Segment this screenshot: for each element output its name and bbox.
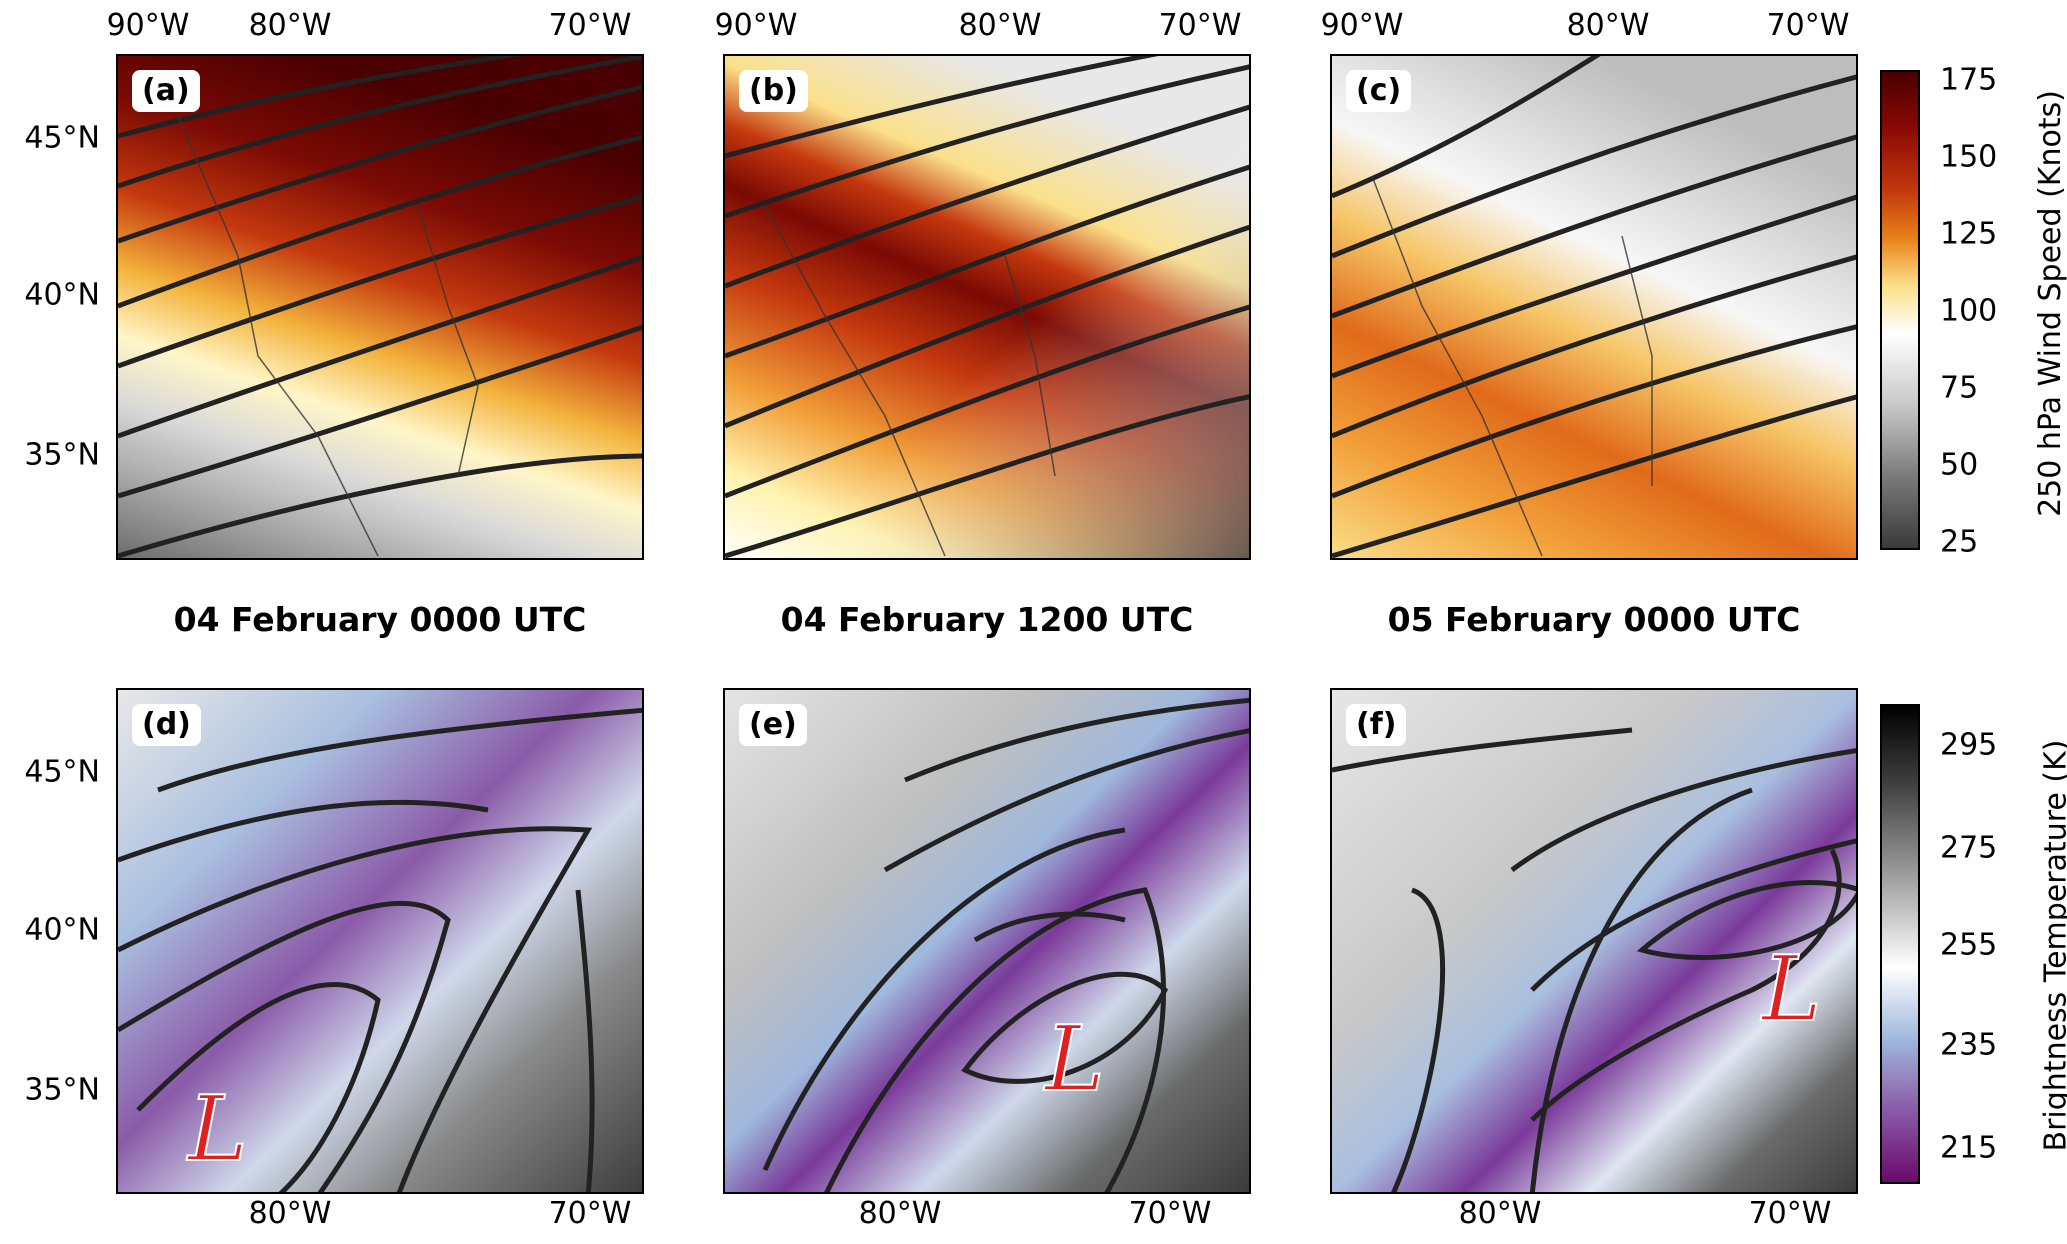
panel-label: (c) [1346,70,1412,112]
panel-c: (c) [1330,54,1858,560]
panel-label: (f) [1346,704,1407,746]
lat-tick: 35°N [24,1072,100,1108]
lat-tick: 45°N [24,120,100,156]
lon-tick: 90°W [714,8,798,43]
lon-tick: 70°W [548,8,632,43]
date-title: 04 February 0000 UTC [173,600,587,639]
bt-map-f: L [1332,690,1856,1192]
bt-colorbar-tick: 255 [1940,927,1998,963]
lon-tick: 70°W [1158,8,1242,43]
low-pressure-symbol: L [1760,937,1822,1042]
lon-tick: 90°W [1320,8,1404,43]
lon-tick: 70°W [1748,1196,1832,1231]
bt-colorbar-tick: 295 [1940,727,1998,763]
lon-tick: 80°W [858,1196,942,1231]
panel-b: (b) [723,54,1251,560]
lat-tick: 45°N [24,754,100,790]
lon-tick: 80°W [248,1196,332,1231]
lon-tick: 70°W [548,1196,632,1231]
panel-label: (d) [132,704,201,746]
wind-colorbar-tick: 175 [1940,62,1998,98]
bt-colorbar-label: Brightness Temperature (K) [2038,739,2067,1152]
lat-tick: 40°N [24,912,100,948]
lon-tick: 80°W [1566,8,1650,43]
date-title: 04 February 1200 UTC [780,600,1194,639]
lon-tick: 80°W [1458,1196,1542,1231]
bt-colorbar-tick: 275 [1940,830,1998,866]
lon-tick: 80°W [248,8,332,43]
panel-label: (b) [739,70,808,112]
panel-a: (a) [116,54,644,560]
panel-f: L (f) [1330,688,1858,1194]
lon-tick: 90°W [106,8,190,43]
wind-map-a [118,56,642,558]
low-pressure-symbol: L [186,1077,248,1182]
wind-colorbar-tick: 100 [1940,293,1998,329]
wind-colorbar [1880,70,1920,550]
wind-colorbar-label: 250 hPa Wind Speed (Knots) [2032,90,2067,517]
lon-tick: 70°W [1766,8,1850,43]
lat-tick: 35°N [24,437,100,473]
bt-colorbar [1880,704,1920,1184]
wind-colorbar-tick: 75 [1940,370,1979,406]
bt-colorbar-tick: 215 [1940,1130,1998,1166]
date-title: 05 February 0000 UTC [1387,600,1801,639]
lat-tick: 40°N [24,277,100,313]
bt-colorbar-tick: 235 [1940,1027,1998,1063]
low-pressure-symbol: L [1043,1007,1105,1112]
wind-colorbar-tick: 25 [1940,524,1979,560]
wind-colorbar-tick: 50 [1940,447,1979,483]
lon-tick: 70°W [1128,1196,1212,1231]
bt-map-e: L [725,690,1249,1192]
wind-map-c [1332,56,1856,558]
panel-e: L (e) [723,688,1251,1194]
panel-d: L (d) [116,688,644,1194]
wind-colorbar-tick: 125 [1940,216,1998,252]
wind-map-b [725,56,1249,558]
panel-label: (a) [132,70,200,112]
wind-colorbar-tick: 150 [1940,139,1998,175]
bt-map-d: L [118,690,642,1192]
panel-label: (e) [739,704,807,746]
lon-tick: 80°W [958,8,1042,43]
